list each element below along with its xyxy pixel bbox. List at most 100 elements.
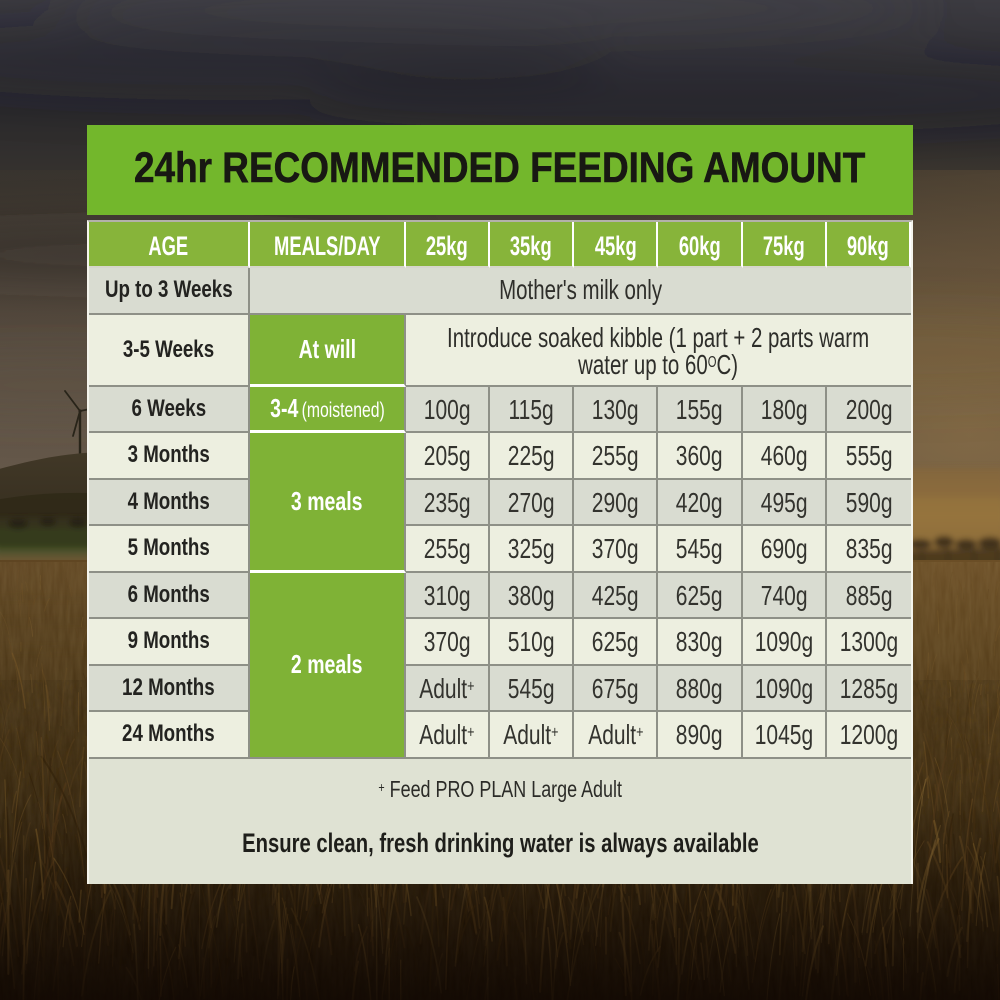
note-mothers-milk: Mother's milk only [250, 268, 911, 315]
cell-text: 6 Weeks [131, 394, 206, 422]
cell-text: Up to 3 Weeks [104, 276, 233, 304]
amount-cell: 310g [406, 572, 491, 619]
cell-text: 35kg [510, 231, 553, 261]
note-text: Introduce soaked kibble (1 part + 2 part… [447, 322, 869, 378]
cell-text: 225g [507, 440, 555, 472]
amount-cell: 420g [658, 479, 743, 526]
amount-cell: Adult+ [574, 712, 659, 759]
amount-cell: 885g [826, 572, 911, 619]
cell-text: 180g [760, 393, 808, 425]
cell-text: 205g [423, 440, 471, 472]
amount-cell: 130g [574, 386, 659, 433]
amount-cell: 235g [406, 479, 491, 526]
cell-text: 460g [760, 440, 808, 472]
amount-cell: 370g [574, 526, 659, 573]
cell-text: 290g [592, 486, 639, 518]
age-cell: 6 Weeks [89, 386, 250, 433]
amount-cell: 625g [574, 619, 659, 666]
cell-text: 255g [592, 440, 639, 472]
cell-text: 3-5 Weeks [122, 335, 215, 363]
amount-cell: 510g [490, 619, 575, 666]
amount-cell: 740g [742, 572, 827, 619]
cell-text: 510g [507, 626, 555, 658]
water-notice: Ensure clean, fresh drinking water is al… [241, 828, 759, 859]
cell-text: At will [298, 333, 356, 364]
note-line-2-end: C) [716, 348, 739, 380]
cell-text: 545g [676, 533, 723, 565]
cell-text: AGE [148, 231, 189, 261]
degree-superscript: O [708, 354, 717, 372]
amount-cell: 835g [826, 526, 911, 573]
amount-cell: 155g [658, 386, 743, 433]
amount-cell: Adult+ [406, 665, 491, 712]
cell-text: 25kg [426, 231, 468, 261]
cell-text: 115g [508, 393, 554, 425]
title-banner: 24hr RECOMMENDED FEEDING AMOUNT [87, 125, 913, 215]
cell-text: 370g [592, 533, 639, 565]
amount-cell: 880g [658, 665, 743, 712]
cell-text: 3-4 [269, 392, 298, 423]
cell-text: Adult+ [419, 672, 475, 704]
cell-text: Mother's milk only [499, 274, 662, 306]
cell-text: 3-4 (moistened) [270, 393, 385, 424]
amount-cell: 200g [826, 386, 911, 433]
cell-text: 60kg [678, 231, 721, 261]
age-cell: 3-5 Weeks [89, 314, 250, 387]
cell-text: 9 Months [127, 627, 210, 655]
cell-text: 370g [423, 626, 471, 658]
amount-cell: 690g [742, 526, 827, 573]
cell-text: 3 meals [291, 485, 363, 516]
amount-cell: 830g [658, 619, 743, 666]
cell-text: 1200g [839, 719, 899, 751]
amount-cell: 360g [658, 433, 743, 480]
cell-text: 3 Months [127, 441, 210, 469]
cell-text: 495g [760, 486, 808, 518]
amount-cell: 1090g [742, 665, 827, 712]
amount-cell: 625g [658, 572, 743, 619]
cell-text: Adult+ [587, 719, 644, 751]
amount-cell: 425g [574, 572, 659, 619]
age-cell: 12 Months [89, 665, 250, 712]
cell-text: 740g [760, 579, 808, 611]
amount-cell: 255g [406, 526, 491, 573]
amount-cell: 255g [574, 433, 659, 480]
cell-text: 1045g [754, 719, 813, 751]
cell-text: 890g [676, 719, 723, 751]
cell-text: 1090g [754, 626, 813, 658]
cell-text: 880g [676, 672, 723, 704]
age-cell: 4 Months [89, 479, 250, 526]
amount-cell: 270g [490, 479, 575, 526]
amount-cell: 1200g [826, 712, 911, 759]
cell-text: 235g [423, 486, 471, 518]
cell-text: 885g [845, 579, 893, 611]
column-header-age: AGE [89, 222, 250, 268]
amount-cell: 1090g [742, 619, 827, 666]
age-cell: Up to 3 Weeks [89, 268, 250, 315]
cell-text: 255g [423, 533, 471, 565]
amount-cell: 590g [826, 479, 911, 526]
age-cell: 24 Months [89, 712, 250, 759]
cell-text: 155g [676, 393, 723, 425]
note-line-2: water up to 60 [578, 348, 709, 380]
cell-text: 12 Months [122, 673, 215, 701]
cell-text: 45kg [594, 231, 637, 261]
amount-cell: 675g [574, 665, 659, 712]
amount-cell: 1300g [826, 619, 911, 666]
note-line-1: Introduce soaked kibble (1 part + 2 part… [447, 321, 870, 353]
cell-text: 2 meals [291, 649, 363, 679]
cell-text: 545g [507, 672, 555, 704]
amount-cell: 1045g [742, 712, 827, 759]
meals-cell-2-meals: 2 meals [250, 572, 406, 759]
cell-text-small: (moistened) [301, 398, 385, 422]
cell-text: 625g [676, 579, 723, 611]
cell-text: 325g [507, 533, 555, 565]
amount-cell: 380g [490, 572, 575, 619]
cell-text: 6 Months [127, 580, 210, 608]
feeding-table: AGE MEALS/DAY 25kg 35kg 45kg 60kg 75kg 9… [87, 220, 913, 884]
column-header-35kg: 35kg [490, 222, 575, 268]
page-title: 24hr RECOMMENDED FEEDING AMOUNT [134, 143, 866, 192]
cell-text: 420g [676, 486, 723, 518]
amount-cell: 290g [574, 479, 659, 526]
cell-text: 590g [845, 486, 893, 518]
